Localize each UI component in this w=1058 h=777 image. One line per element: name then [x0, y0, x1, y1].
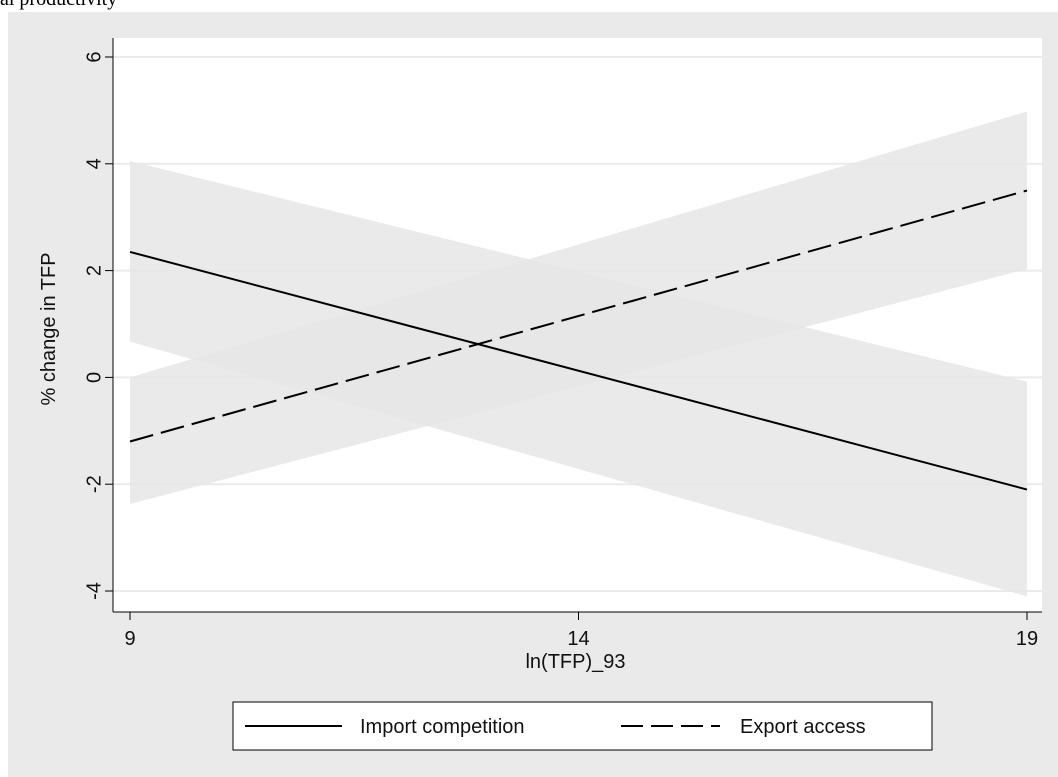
legend-box: [232, 701, 933, 751]
y-tick-label: 4: [83, 158, 105, 169]
series-line-export-access: [129, 189, 1028, 443]
x-tick-label: 9: [124, 628, 135, 650]
y-tick-label: -4: [83, 582, 105, 600]
x-tick-label: 14: [567, 628, 589, 650]
axes: [112, 38, 1042, 613]
y-axis-title: % change in TFP: [38, 252, 60, 405]
legend-label-export-access: Export access: [740, 716, 866, 738]
series-line-import-competition: [129, 250, 1028, 491]
x-axis-title: ln(TFP)_93: [525, 651, 625, 673]
legend-label-import-competition: Import competition: [360, 716, 525, 738]
series-lines: [129, 189, 1028, 491]
confidence-bands: [130, 111, 1027, 597]
ticks: -4 -2 0 2 4 6 9 14 19: [83, 51, 1038, 650]
y-tick-label: 6: [83, 51, 105, 62]
ci-band-export-access: [130, 111, 1027, 504]
top-caption: al productivity: [0, 0, 117, 12]
y-tick-label: -2: [83, 475, 105, 493]
x-tick-label: 19: [1016, 628, 1038, 650]
legend: Import competition Export access: [232, 701, 933, 751]
y-tick-label: 2: [83, 265, 105, 276]
y-tick-label: 0: [83, 372, 105, 383]
